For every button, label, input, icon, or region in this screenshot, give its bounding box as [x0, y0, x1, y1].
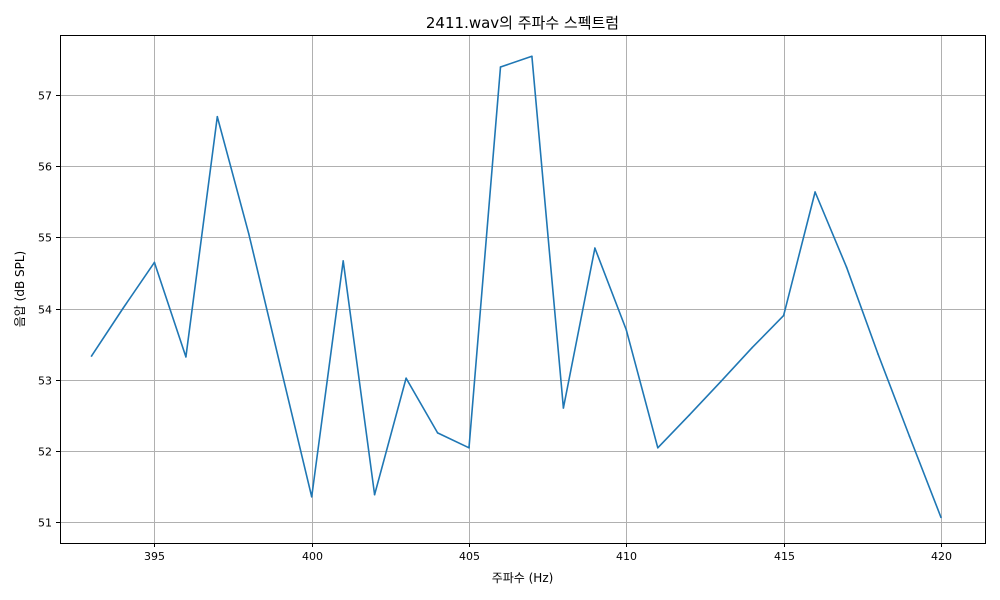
data-point — [90, 355, 93, 357]
y-tick-label: 55 — [38, 232, 52, 245]
x-axis-ticks: 395 400 405 410 415 420 — [144, 543, 952, 563]
data-point — [185, 356, 187, 358]
x-tick-label: 395 — [144, 550, 165, 563]
data-point — [468, 447, 470, 449]
y-tick-label: 51 — [38, 517, 52, 530]
y-tick-label: 56 — [38, 161, 52, 174]
data-point — [625, 329, 628, 331]
chart-title: 2411.wav의 주파수 스펙트럼 — [426, 14, 619, 32]
y-tick-label: 57 — [38, 90, 52, 103]
series-line — [90, 55, 942, 518]
data-point — [940, 516, 942, 519]
series-layer — [90, 55, 942, 519]
data-point — [153, 261, 156, 264]
y-tick-label: 53 — [38, 375, 52, 388]
data-point — [908, 435, 911, 438]
data-point — [845, 266, 848, 269]
plot-frame — [60, 35, 986, 544]
x-tick-label: 415 — [774, 550, 795, 563]
data-point — [751, 346, 753, 349]
data-point — [657, 447, 659, 449]
data-point — [436, 432, 439, 434]
y-tick-label: 54 — [38, 304, 52, 317]
data-point — [216, 115, 219, 118]
x-axis-label: 주파수 (Hz) — [492, 571, 554, 585]
data-point — [782, 314, 785, 317]
data-point — [310, 496, 313, 498]
x-tick-label: 420 — [931, 550, 952, 563]
data-point — [562, 407, 565, 409]
data-point — [122, 307, 124, 310]
data-point — [499, 66, 502, 68]
data-point — [279, 364, 282, 367]
data-point — [248, 233, 250, 235]
data-point — [719, 380, 722, 383]
data-point — [342, 260, 345, 262]
data-point — [405, 377, 407, 380]
x-tick-label: 405 — [459, 550, 480, 563]
data-point — [877, 353, 879, 355]
grid — [60, 35, 985, 543]
x-tick-label: 400 — [302, 550, 323, 563]
y-tick-label: 52 — [38, 446, 52, 459]
x-tick-label: 410 — [616, 550, 637, 563]
y-axis-ticks: 51 52 53 54 55 56 57 — [38, 90, 60, 530]
y-axis-label: 음압 (dB SPL) — [13, 251, 27, 327]
data-point — [531, 55, 533, 58]
data-point — [688, 414, 691, 416]
data-point — [814, 191, 816, 193]
data-point — [373, 493, 376, 496]
data-point — [594, 247, 596, 249]
